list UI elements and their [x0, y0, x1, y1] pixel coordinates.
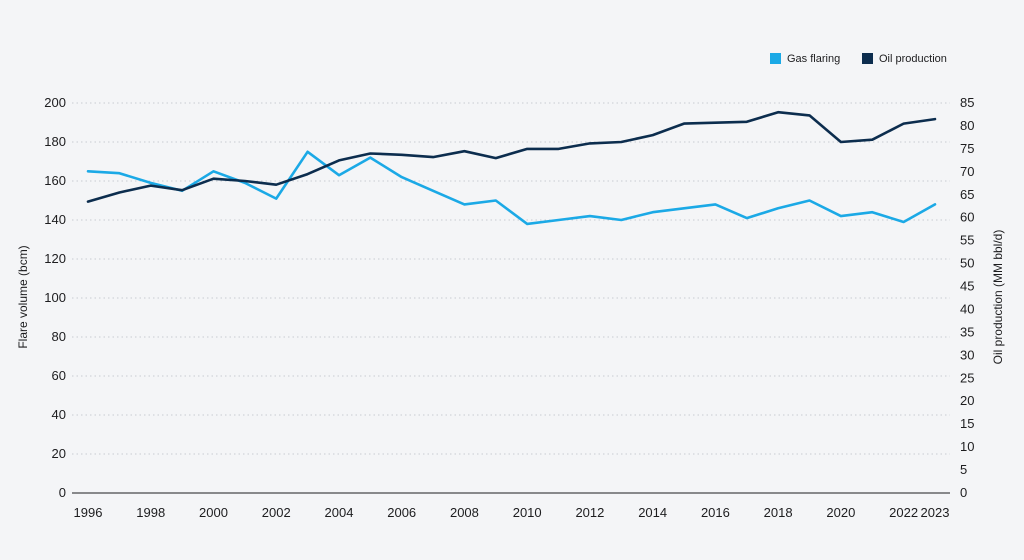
left-tick-label: 180: [44, 134, 66, 149]
right-tick-label: 0: [960, 485, 967, 500]
left-tick-label: 120: [44, 251, 66, 266]
right-tick-label: 70: [960, 164, 974, 179]
right-tick-label: 35: [960, 324, 974, 339]
left-tick-label: 100: [44, 290, 66, 305]
series-line-gas-flaring: [86, 150, 937, 226]
right-tick-label: 10: [960, 439, 974, 454]
grid-lines: [72, 102, 950, 494]
x-tick-label: 2000: [199, 505, 228, 520]
right-tick-label: 5: [960, 462, 967, 477]
left-tick-label: 40: [52, 407, 66, 422]
legend: Gas flaring Oil production: [770, 53, 947, 65]
right-tick-label: 60: [960, 210, 974, 225]
right-tick-label: 15: [960, 416, 974, 431]
right-tick-label: 55: [960, 233, 974, 248]
series-line-oil-production: [86, 110, 937, 203]
right-tick-label: 25: [960, 370, 974, 385]
x-tick-label: 2014: [638, 505, 667, 520]
right-tick-label: 45: [960, 279, 974, 294]
left-tick-label: 60: [52, 368, 66, 383]
x-tick-label: 2018: [764, 505, 793, 520]
right-tick-label: 80: [960, 118, 974, 133]
x-tick-label: 1996: [74, 505, 103, 520]
right-tick-label: 30: [960, 347, 974, 362]
right-axis-ticks: 0 5 10 15 20 25 30 35 40 45 50 55 60 65 70 75 80 85: [960, 95, 974, 500]
x-tick-label: 2016: [701, 505, 730, 520]
legend-swatch-gas-flaring: [770, 53, 781, 64]
x-tick-label: 2023: [921, 505, 950, 520]
left-tick-label: 200: [44, 95, 66, 110]
x-tick-label: 2020: [826, 505, 855, 520]
x-tick-label: 2012: [575, 505, 604, 520]
x-tick-label: 2008: [450, 505, 479, 520]
left-tick-label: 0: [59, 485, 66, 500]
left-axis-ticks: 0 20 40 60 80 100 120 140 160 180 200: [44, 95, 66, 500]
x-tick-label: 2022: [889, 505, 918, 520]
right-tick-label: 65: [960, 187, 974, 202]
x-tick-label: 2004: [325, 505, 354, 520]
right-axis-title: Oil production (MM bbl/d): [991, 230, 1005, 365]
left-tick-label: 80: [52, 329, 66, 344]
left-tick-label: 20: [52, 446, 66, 461]
x-tick-label: 2006: [387, 505, 416, 520]
left-tick-label: 140: [44, 212, 66, 227]
series-lines: [86, 110, 937, 226]
left-axis-title: Flare volume (bcm): [16, 245, 30, 348]
right-tick-label: 40: [960, 301, 974, 316]
x-tick-label: 1998: [136, 505, 165, 520]
right-tick-label: 20: [960, 393, 974, 408]
left-tick-label: 160: [44, 173, 66, 188]
x-axis-ticks: 1996 1998 2000 2002 2004 2006 2008 2010 2012 2014…: [74, 505, 950, 520]
x-tick-label: 2002: [262, 505, 291, 520]
x-tick-label: 2010: [513, 505, 542, 520]
legend-swatch-oil-production: [862, 53, 873, 64]
legend-label-oil-production: Oil production: [879, 53, 947, 65]
right-tick-label: 50: [960, 256, 974, 271]
legend-label-gas-flaring: Gas flaring: [787, 53, 840, 65]
right-tick-label: 85: [960, 95, 974, 110]
right-tick-label: 75: [960, 141, 974, 156]
